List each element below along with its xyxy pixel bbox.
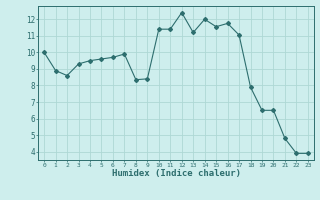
X-axis label: Humidex (Indice chaleur): Humidex (Indice chaleur) [111,169,241,178]
